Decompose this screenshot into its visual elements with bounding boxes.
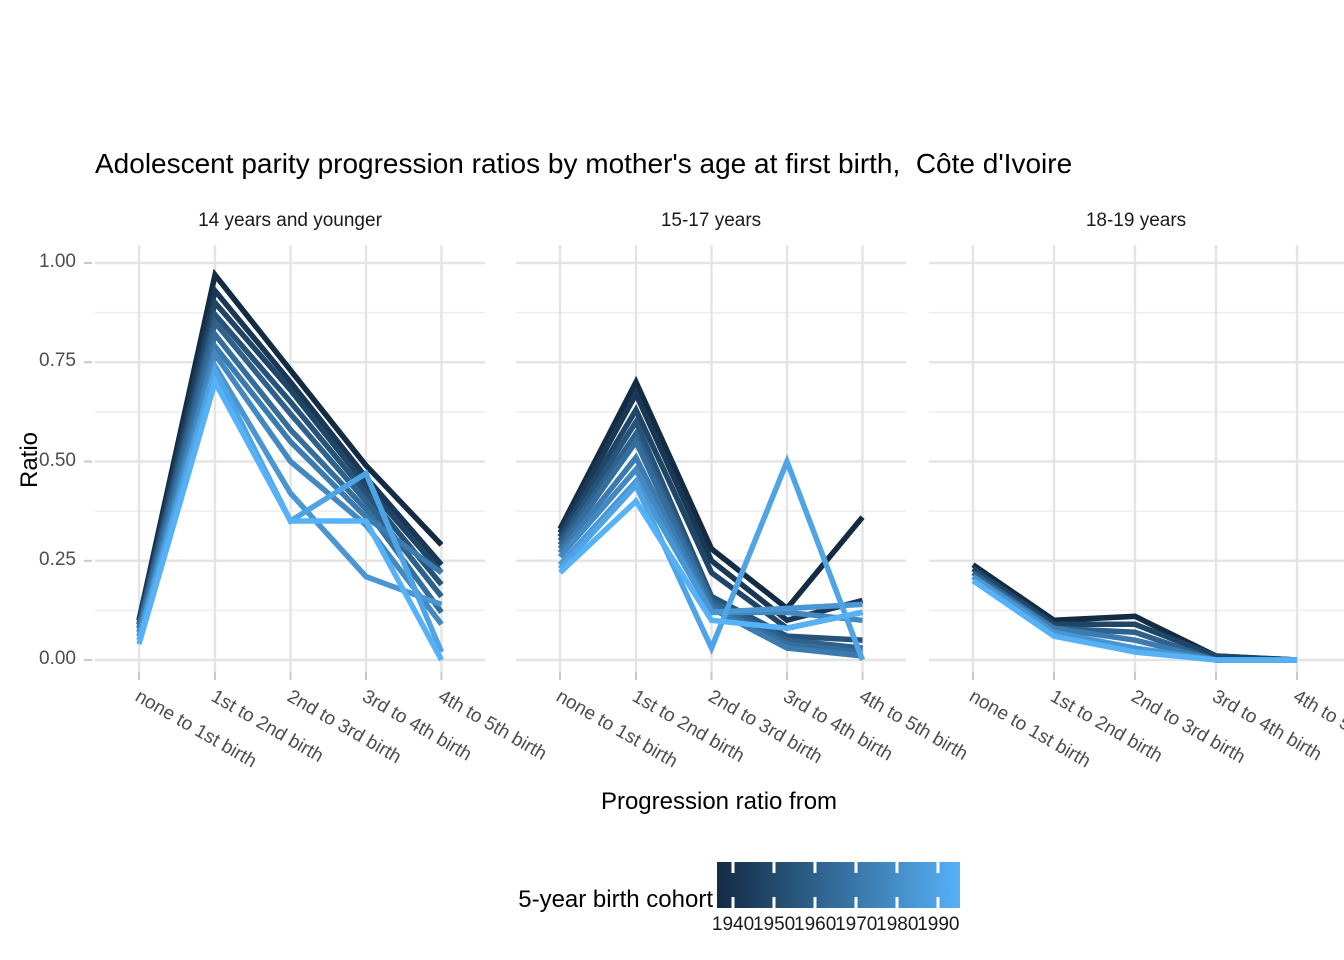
colorbar-tick-1970 bbox=[854, 897, 858, 908]
facet-label-14-and-younger: 14 years and younger bbox=[198, 210, 382, 231]
colorbar-tick-1990 bbox=[936, 897, 940, 908]
legend-label-1960: 1960 bbox=[794, 914, 837, 935]
cohort-line-1990 bbox=[971, 578, 1297, 663]
facet-label-15-17: 15-17 years bbox=[660, 210, 762, 231]
legend-label-1980: 1980 bbox=[876, 914, 919, 935]
cohort-line-1940 bbox=[557, 375, 865, 613]
cohort-line-1990 bbox=[558, 496, 864, 632]
legend-colorbar bbox=[717, 862, 960, 908]
legend-label-1950: 1950 bbox=[752, 914, 796, 935]
facet-label-18-19: 18-19 years bbox=[1085, 210, 1187, 231]
colorbar-tick-1980 bbox=[895, 897, 899, 908]
colorbar-tick-1940 bbox=[731, 897, 735, 908]
y-tick-label-0.50: 0.50 bbox=[39, 449, 76, 471]
y-tick-label-0.75: 0.75 bbox=[39, 350, 76, 372]
cohort-line-1990 bbox=[136, 374, 444, 662]
y-tick-label-1.00: 1.00 bbox=[39, 251, 76, 272]
chart-title: Adolescent parity progression ratios by … bbox=[95, 148, 1073, 179]
cohort-line-1985 bbox=[557, 453, 866, 661]
legend-label-1970: 1970 bbox=[835, 914, 878, 935]
colorbar-tick-1950 bbox=[772, 862, 776, 873]
colorbar-tick-1960 bbox=[813, 862, 817, 873]
y-tick-label-0.25: 0.25 bbox=[39, 548, 76, 570]
colorbar-tick-1990 bbox=[936, 862, 940, 873]
colorbar-tick-1970 bbox=[854, 862, 858, 873]
colorbar-tick-1980 bbox=[895, 862, 899, 873]
x-axis-title: Progression ratio from bbox=[600, 788, 838, 815]
y-tick-label-0.00: 0.00 bbox=[39, 648, 76, 669]
colorbar-tick-1950 bbox=[772, 897, 776, 908]
legend-label-1990: 1990 bbox=[917, 914, 960, 935]
legend-label-1940: 1940 bbox=[711, 914, 755, 935]
colorbar-tick-1960 bbox=[813, 897, 817, 908]
legend-title: 5-year birth cohort bbox=[518, 886, 713, 913]
colorbar-tick-1940 bbox=[731, 862, 735, 873]
